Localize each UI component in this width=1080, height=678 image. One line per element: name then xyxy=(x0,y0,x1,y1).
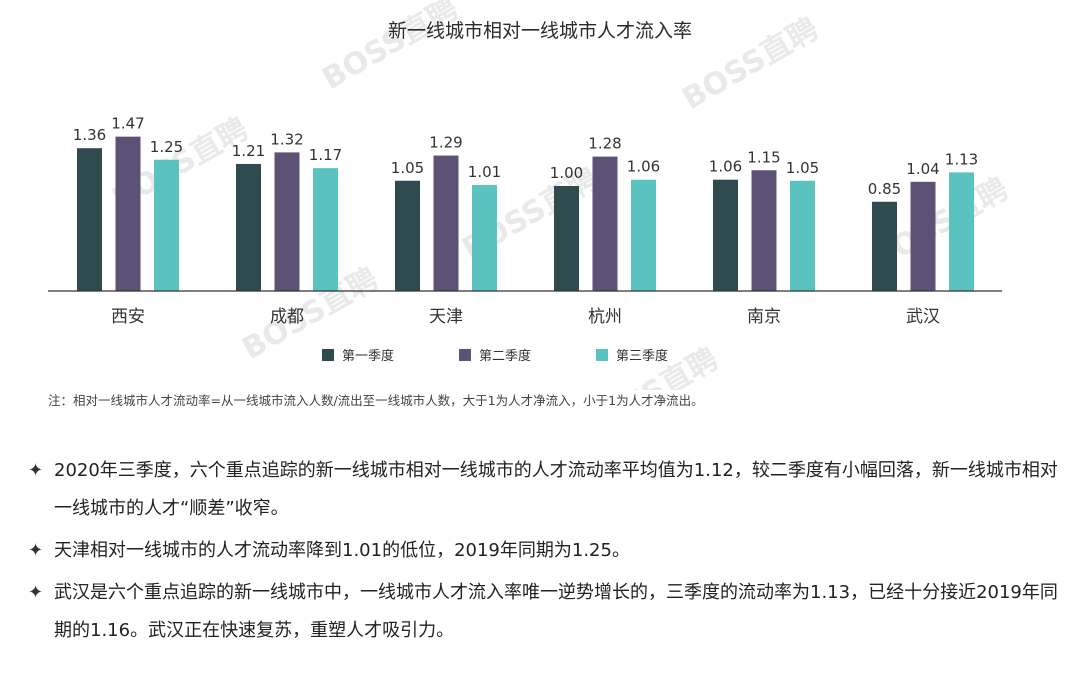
legend-label: 第一季度 xyxy=(342,348,394,364)
watermark-text: BOSS直聘 xyxy=(317,0,465,97)
legend-swatch xyxy=(596,349,608,361)
data-label: 1.06 xyxy=(627,158,660,176)
legend: 第一季度 第二季度 第三季度 xyxy=(322,348,668,364)
bars-layer: 1.36 1.47 1.25 1.21 1.32 1.17 1.05 1.29 1.01 1.00… xyxy=(73,115,978,291)
data-label: 1.28 xyxy=(588,135,621,153)
category-label: 西安 xyxy=(111,307,145,327)
bar xyxy=(910,181,936,291)
bullet-item: ✦ 武汉是六个重点追踪的新一线城市中，一线城市人才流入率唯一逆势增长的，三季度的流… xyxy=(28,574,1068,650)
data-label: 1.01 xyxy=(468,163,501,181)
bar xyxy=(790,180,815,291)
data-label: 1.36 xyxy=(73,126,106,144)
bar xyxy=(554,186,579,291)
bullet-item: ✦ 2020年三季度，六个重点追踪的新一线城市相对一线城市的人才流动率平均值为1.… xyxy=(28,452,1068,528)
star-bullet-icon: ✦ xyxy=(28,540,44,561)
category-label: 武汉 xyxy=(906,307,940,327)
data-label: 1.47 xyxy=(111,115,144,133)
data-label: 1.21 xyxy=(232,142,265,160)
bar xyxy=(872,201,897,291)
data-label: 1.05 xyxy=(786,159,819,177)
bar xyxy=(592,156,618,291)
bar xyxy=(115,136,141,291)
bar xyxy=(949,172,974,291)
data-label: 1.15 xyxy=(747,148,780,166)
bar xyxy=(154,159,179,291)
bar xyxy=(395,180,420,291)
data-label: 1.25 xyxy=(150,138,183,156)
chart-title: 新一线城市相对一线城市人才流入率 xyxy=(387,20,692,42)
bullet-item: ✦ 天津相对一线城市的人才流动率降到1.01的低位，2019年同期为1.25。 xyxy=(28,532,1068,570)
category-labels: 西安 成都 天津 杭州 南京 武汉 xyxy=(111,307,940,327)
legend-label: 第二季度 xyxy=(479,348,531,364)
legend-label: 第三季度 xyxy=(616,348,668,364)
star-bullet-icon: ✦ xyxy=(28,460,44,481)
bar xyxy=(472,184,497,291)
category-label: 天津 xyxy=(429,307,463,327)
data-label: 1.32 xyxy=(270,130,303,148)
bar xyxy=(631,179,656,291)
bar xyxy=(313,168,338,291)
bar xyxy=(236,163,261,291)
bar-chart: BOSS直聘BOSS直聘BOSS直聘BOSS直聘BOSS直聘BOSS直聘BOSS… xyxy=(48,0,1014,390)
bar xyxy=(751,170,777,291)
bar xyxy=(713,179,738,291)
legend-swatch xyxy=(322,349,334,361)
legend-swatch xyxy=(459,349,471,361)
category-label: 南京 xyxy=(747,307,781,327)
bullet-text: 武汉是六个重点追踪的新一线城市中，一线城市人才流入率唯一逆势增长的，三季度的流动… xyxy=(54,582,1058,641)
data-label: 0.85 xyxy=(868,180,901,198)
category-label: 成都 xyxy=(270,307,304,327)
data-label: 1.29 xyxy=(429,134,462,152)
bullet-list: ✦ 2020年三季度，六个重点追踪的新一线城市相对一线城市的人才流动率平均值为1.… xyxy=(28,452,1068,654)
data-label: 1.13 xyxy=(945,150,978,168)
data-label: 1.05 xyxy=(391,159,424,177)
bullet-text: 2020年三季度，六个重点追踪的新一线城市相对一线城市的人才流动率平均值为1.1… xyxy=(54,460,1058,519)
bar xyxy=(433,155,459,291)
data-label: 1.17 xyxy=(309,146,342,164)
category-label: 杭州 xyxy=(588,307,622,327)
chart-note: 注：相对一线城市人才流动率=从一线城市流入人数/流出至一线城市人数，大于1为人才… xyxy=(48,393,704,408)
bar xyxy=(77,148,102,291)
data-label: 1.04 xyxy=(906,160,939,178)
bullet-text: 天津相对一线城市的人才流动率降到1.01的低位，2019年同期为1.25。 xyxy=(54,540,630,561)
data-label: 1.06 xyxy=(709,158,742,176)
data-label: 1.00 xyxy=(550,164,583,182)
bar xyxy=(274,152,300,291)
star-bullet-icon: ✦ xyxy=(28,582,44,603)
